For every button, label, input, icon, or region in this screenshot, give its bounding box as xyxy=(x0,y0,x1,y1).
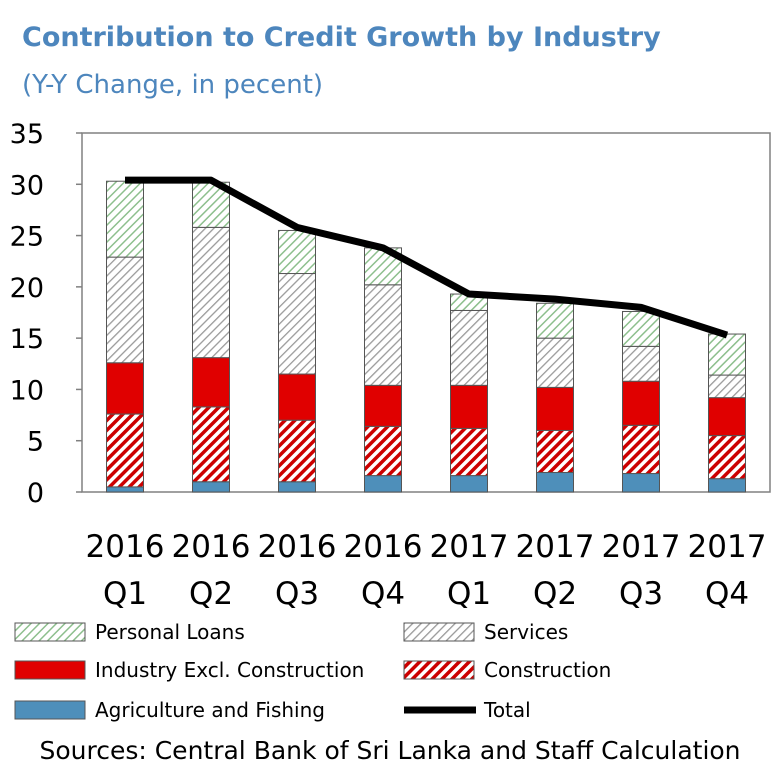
legend-swatch xyxy=(14,700,86,720)
x-tick-label-year: 2016 xyxy=(86,529,165,565)
plot-border xyxy=(81,132,771,493)
bar-segment xyxy=(278,373,316,421)
bars xyxy=(106,180,746,493)
bar-segment xyxy=(106,180,144,258)
legend-label: Construction xyxy=(484,658,611,682)
y-tick-label: 35 xyxy=(10,119,44,150)
legend-swatch xyxy=(14,622,86,642)
bar-segment xyxy=(450,309,488,386)
x-axis: 2016 Q1 2016 Q2 2016 Q3 2016 Q4 2017 Q1 2017 Q2 2017… xyxy=(86,529,767,612)
bar-segment xyxy=(192,481,230,493)
y-axis: 0 5 10 15 20 25 30 35 xyxy=(10,119,82,509)
legend-label: Services xyxy=(484,620,568,644)
legend-item: Construction xyxy=(403,658,611,682)
legend-swatch xyxy=(14,660,86,680)
total-line xyxy=(125,176,729,339)
bar-segment xyxy=(106,486,144,493)
bar-segment xyxy=(622,310,660,347)
x-tick-label-quarter: Q2 xyxy=(189,576,233,612)
source-note: Sources: Central Bank of Sri Lanka and S… xyxy=(39,736,741,765)
bar-segment xyxy=(622,380,660,426)
legend-item: Industry Excl. Construction xyxy=(14,658,364,682)
bar-segment xyxy=(192,357,230,408)
x-tick-label-year: 2017 xyxy=(602,529,681,565)
bar-segment xyxy=(536,472,574,493)
bar-segment xyxy=(708,397,746,437)
bar-segment xyxy=(364,384,402,427)
bar-segment xyxy=(536,302,574,339)
x-tick-label-quarter: Q2 xyxy=(533,576,577,612)
x-tick-label-quarter: Q4 xyxy=(705,576,749,612)
x-tick-label-year: 2017 xyxy=(688,529,767,565)
legend-swatch xyxy=(403,660,475,680)
bar-segment xyxy=(106,256,144,364)
bar-segment xyxy=(536,429,574,474)
chart-subtitle: (Y-Y Change, in pecent) xyxy=(22,70,324,100)
x-tick-label-quarter: Q1 xyxy=(103,576,147,612)
bar-segment xyxy=(364,475,402,493)
plot-frame xyxy=(81,132,771,493)
x-tick-label-quarter: Q4 xyxy=(361,576,405,612)
bar-segment xyxy=(708,435,746,480)
chart-title: Contribution to Credit Growth by Industr… xyxy=(22,22,661,53)
x-tick-label-quarter: Q3 xyxy=(619,576,663,612)
bar-segment xyxy=(708,478,746,493)
bar-segment xyxy=(708,374,746,399)
bar-segment xyxy=(278,481,316,493)
x-tick-label-year: 2016 xyxy=(172,529,251,565)
x-tick-label-year: 2017 xyxy=(516,529,595,565)
y-tick-label: 25 xyxy=(10,222,44,253)
bar-segment xyxy=(450,384,488,429)
bar-segment xyxy=(450,475,488,493)
y-tick-label: 20 xyxy=(10,273,44,304)
x-tick-label-year: 2017 xyxy=(430,529,509,565)
bar-segment xyxy=(278,419,316,483)
bar-segment xyxy=(622,345,660,382)
bar-segment xyxy=(364,284,402,386)
y-tick-label: 15 xyxy=(10,324,44,355)
bar-segment xyxy=(364,425,402,477)
bar-segment xyxy=(622,473,660,493)
x-tick-label-year: 2016 xyxy=(344,529,423,565)
bar-segment xyxy=(450,427,488,477)
legend-label: Personal Loans xyxy=(95,620,245,644)
x-tick-label-quarter: Q1 xyxy=(447,576,491,612)
y-tick-label: 10 xyxy=(10,375,44,406)
y-tick-label: 5 xyxy=(27,427,44,458)
legend: Personal Loans Services Industry Excl. Con… xyxy=(14,620,611,722)
y-tick-label: 0 xyxy=(27,478,44,509)
bar-segment xyxy=(708,333,746,376)
bar-segment xyxy=(278,273,316,375)
x-tick-label-quarter: Q3 xyxy=(275,576,319,612)
bar-segment xyxy=(622,424,660,475)
bar-segment xyxy=(278,229,316,275)
bar-segment xyxy=(536,386,574,431)
total-line-group xyxy=(125,176,729,339)
bar-segment xyxy=(106,362,144,415)
y-tick-label: 30 xyxy=(10,170,44,201)
bar-segment xyxy=(192,406,230,483)
bar-segment xyxy=(536,337,574,388)
legend-label: Agriculture and Fishing xyxy=(95,698,325,722)
legend-label: Industry Excl. Construction xyxy=(95,658,364,682)
legend-swatch xyxy=(403,622,475,642)
legend-item: Total xyxy=(404,698,531,722)
bar-segment xyxy=(106,413,144,488)
x-tick-label-year: 2016 xyxy=(258,529,337,565)
legend-item: Services xyxy=(403,620,568,644)
legend-label: Total xyxy=(483,698,531,722)
legend-item: Agriculture and Fishing xyxy=(14,698,325,722)
legend-item: Personal Loans xyxy=(14,620,245,644)
bar-segment xyxy=(192,226,230,359)
